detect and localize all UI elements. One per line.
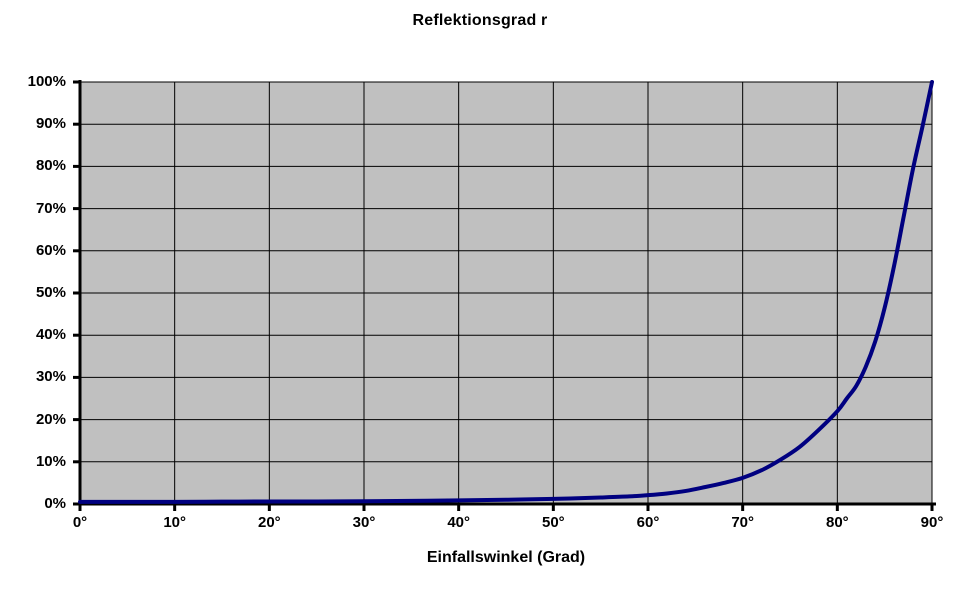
x-tick-label: 40° (447, 514, 470, 531)
y-tick-label: 40% (35, 326, 66, 344)
reflectance-curve (78, 80, 934, 504)
x-tick-label: 80° (825, 514, 849, 531)
x-tick-label: 30° (352, 514, 376, 531)
y-tick-label: 50% (35, 284, 66, 301)
y-tick-label: 80% (35, 157, 66, 175)
y-tick-label: 10% (35, 452, 66, 470)
y-tick-label: 0% (44, 495, 66, 512)
x-tick-label: 20° (257, 514, 281, 531)
x-tick-label: 70° (731, 514, 754, 531)
x-axis-title: Einfallswinkel (Grad) (426, 549, 586, 566)
chart-title: Reflektionsgrad r (412, 12, 548, 29)
x-tick-label: 50° (541, 514, 565, 531)
x-tick-label: 0° (72, 514, 88, 531)
x-tick-label: 10° (163, 514, 186, 531)
x-tick-label: 60° (636, 514, 660, 531)
y-tick-label: 70% (35, 199, 66, 217)
x-tick-label: 90° (920, 514, 944, 531)
y-tick-label: 20% (35, 410, 66, 428)
y-tick-label: 30% (35, 368, 66, 386)
y-tick-label: 90% (35, 115, 66, 133)
y-tick-label: 60% (35, 241, 66, 259)
y-tick-label: 100% (27, 73, 66, 90)
